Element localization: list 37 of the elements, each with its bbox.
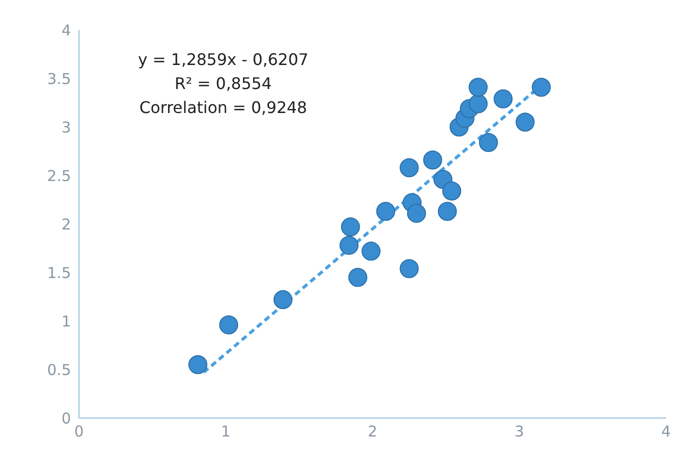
point: [219, 315, 238, 334]
point: [494, 89, 513, 108]
point: [468, 94, 488, 114]
y-tick-label: 2.5: [47, 166, 71, 185]
point: [423, 150, 442, 170]
point: [478, 133, 498, 152]
point: [400, 259, 419, 278]
y-tick-label: 0.5: [47, 360, 71, 379]
x-tick-label: 0: [74, 422, 84, 441]
x-tick-label: 3: [514, 422, 524, 441]
point: [516, 112, 535, 132]
y-tick-label: 3.5: [47, 70, 71, 88]
y-tick-label: 1.5: [47, 264, 71, 282]
point: [376, 202, 396, 221]
point: [340, 217, 360, 236]
x-tick-label: 1: [220, 422, 231, 441]
annotation: Correlation = 0,9248: [138, 97, 308, 119]
y-tick-label: 1: [61, 312, 71, 330]
point: [362, 242, 381, 261]
point: [532, 78, 551, 97]
annotation: y = 1,2859x - 0,6207: [138, 49, 308, 71]
y-tick-label: 3: [61, 118, 71, 136]
point: [348, 268, 368, 287]
point: [273, 290, 292, 310]
point: [340, 236, 359, 255]
point: [407, 204, 426, 223]
y-tick-label: 4: [61, 21, 71, 40]
point: [442, 182, 462, 201]
point: [438, 202, 457, 221]
point: [188, 355, 208, 374]
x-tick-label: 2: [368, 422, 378, 441]
y-tick-label: 2: [61, 215, 71, 234]
point: [468, 78, 488, 97]
point: [400, 158, 419, 178]
y-tick-label: 0: [61, 409, 71, 428]
x-tick-label: 4: [661, 422, 671, 441]
annotation: R² = 0,8554: [174, 73, 273, 95]
